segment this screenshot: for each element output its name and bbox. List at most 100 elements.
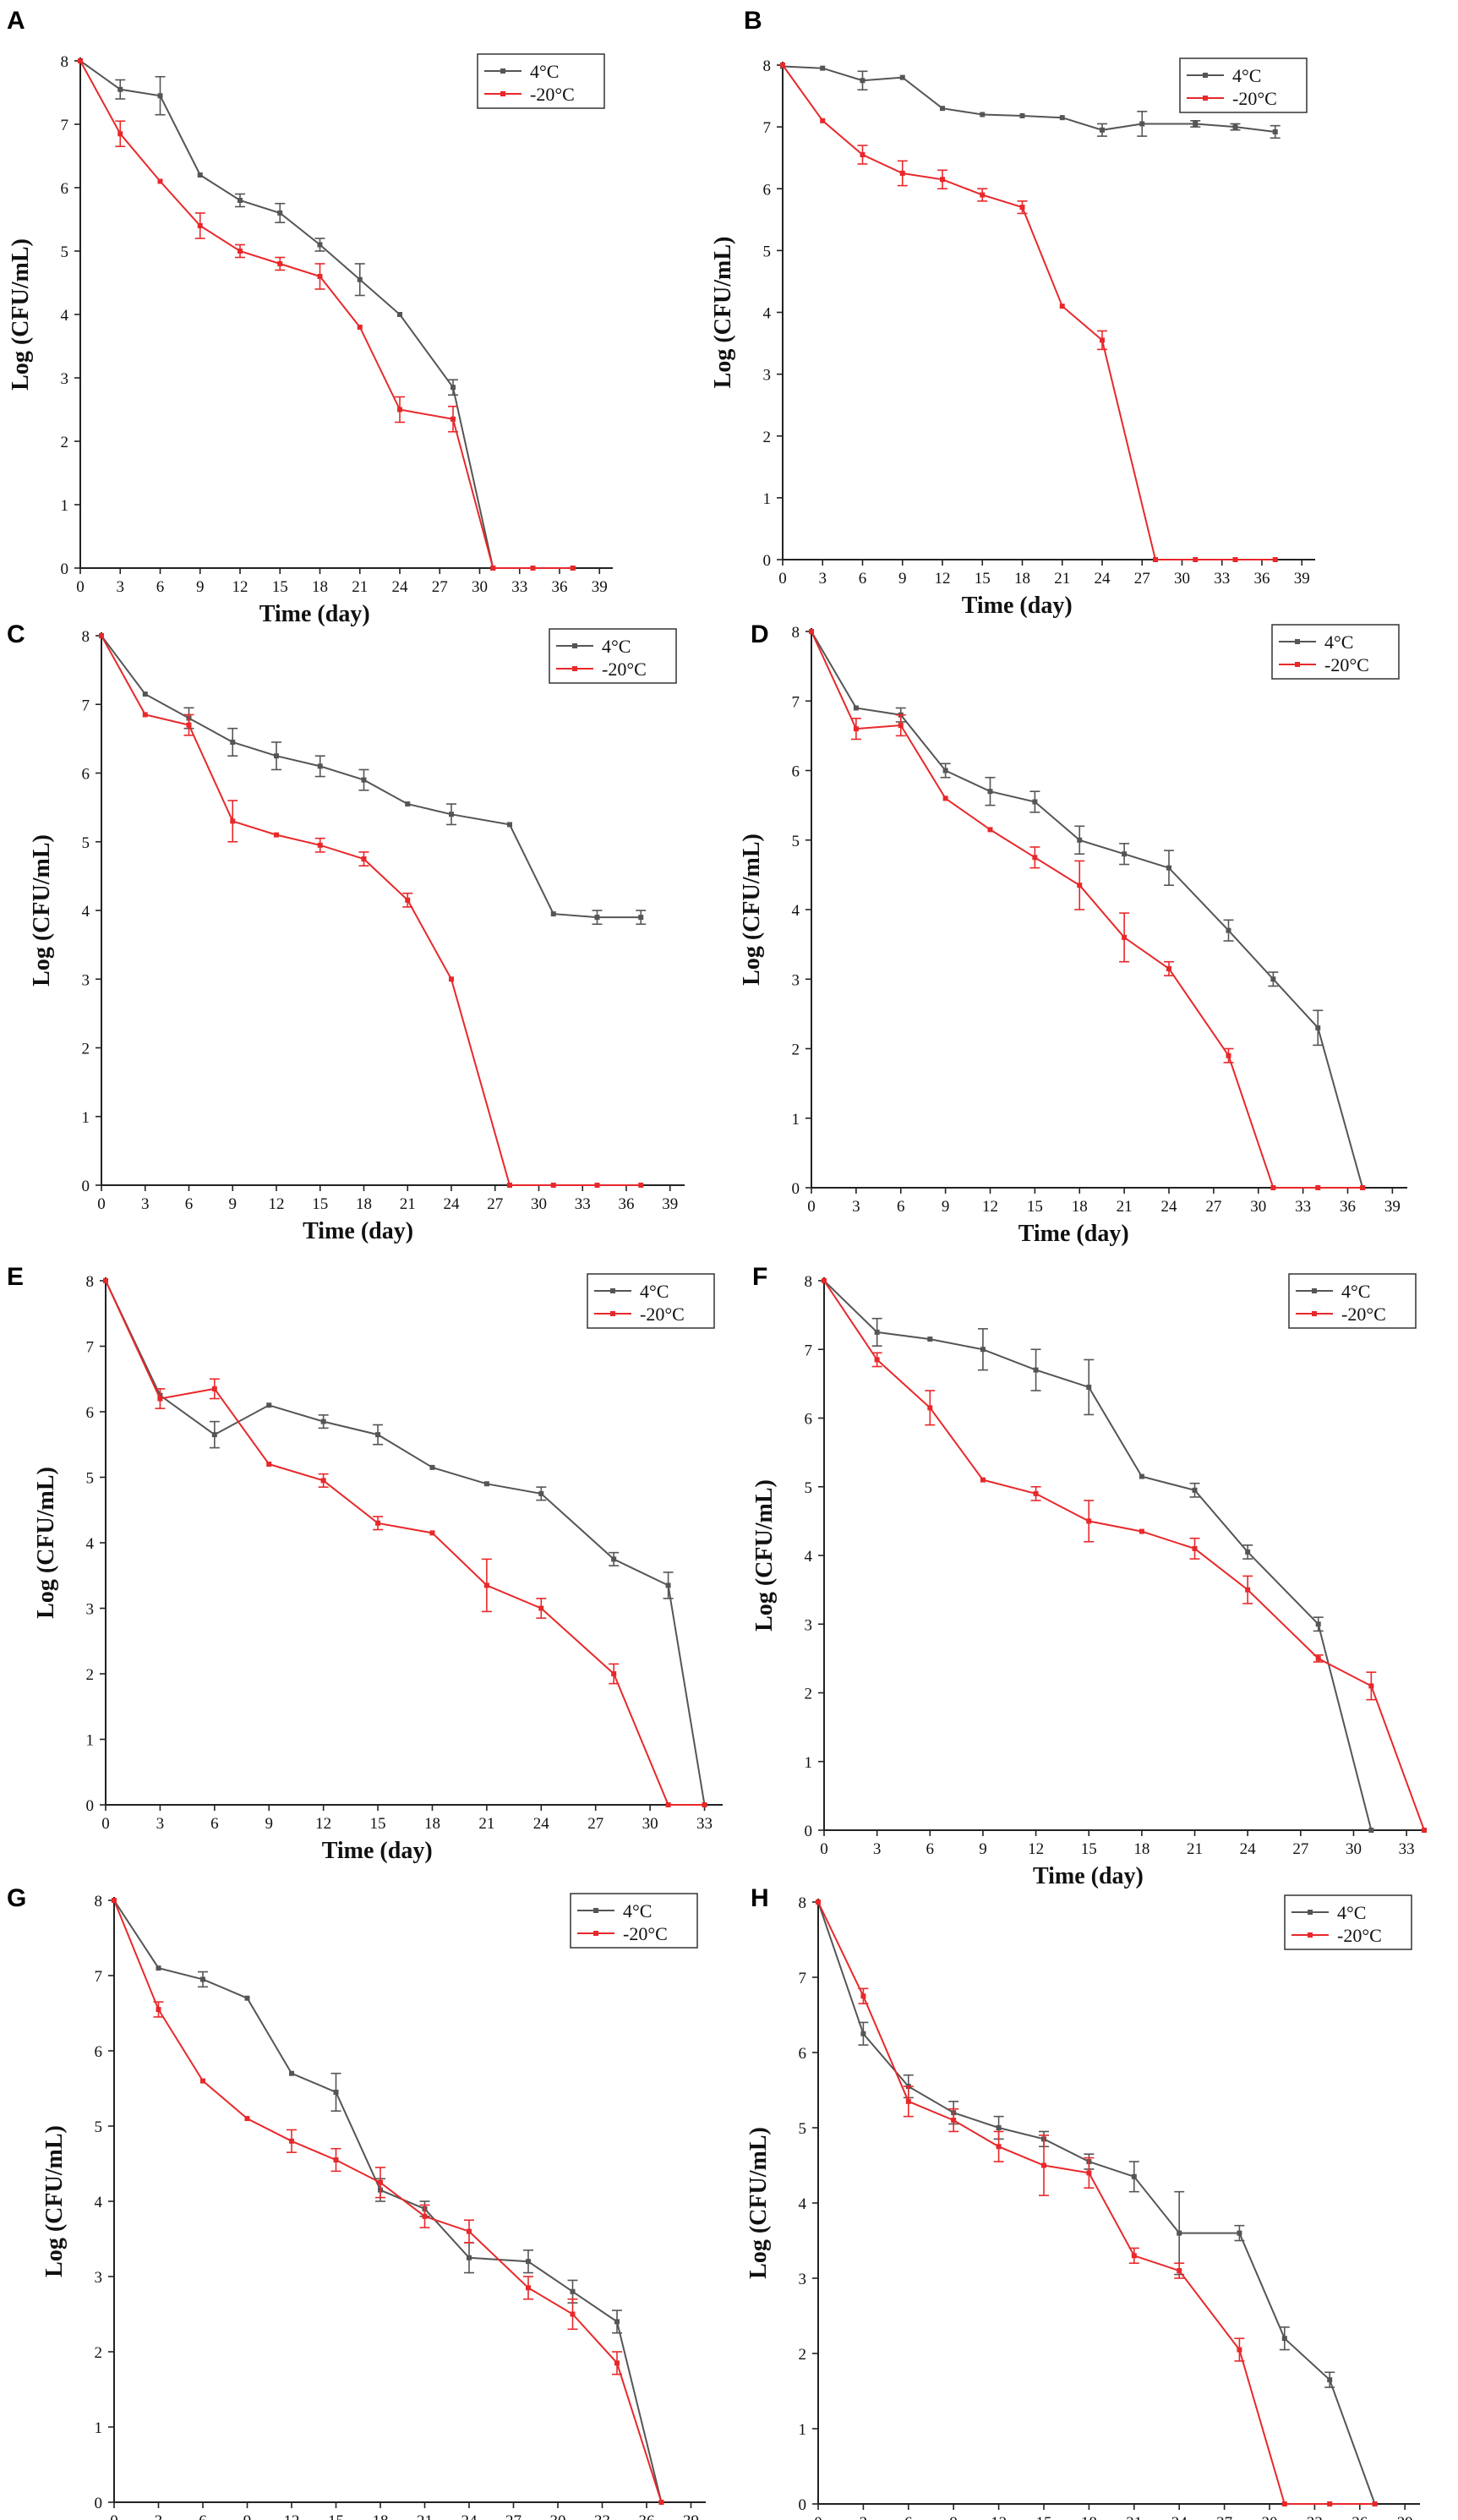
x-tick-label: 15 (1036, 2514, 1052, 2520)
x-tick-label: 3 (156, 1815, 165, 1833)
x-tick-label: 3 (117, 578, 125, 596)
y-tick-label: 1 (805, 1754, 813, 1772)
legend-box (570, 1893, 698, 1949)
x-tick-label: 9 (265, 1815, 273, 1833)
y-tick-label: 7 (805, 1342, 813, 1359)
x-tick-label: 6 (926, 1840, 935, 1858)
y-tick-label: 0 (82, 1178, 90, 1195)
data-point (157, 1396, 163, 1402)
legend-label: -20°C (530, 84, 575, 105)
data-point (987, 789, 993, 795)
data-point (1270, 1185, 1276, 1190)
x-tick-label: 18 (312, 578, 328, 596)
y-tick-label: 0 (792, 1180, 800, 1198)
x-tick-label: 33 (1295, 1198, 1311, 1216)
series-minus20c (99, 633, 644, 1188)
series-line (823, 1280, 1425, 1831)
x-tick-label: 9 (979, 1840, 987, 1858)
x-tick-label: 15 (272, 578, 288, 596)
data-point (1237, 2347, 1242, 2353)
y-tick-label: 8 (61, 53, 69, 71)
data-point (980, 192, 986, 198)
x-axis-title: Time (day) (1018, 1221, 1129, 1247)
data-point (238, 249, 243, 254)
data-point (1177, 2230, 1182, 2236)
y-tick-label: 8 (86, 1273, 95, 1291)
y-tick-label: 6 (763, 181, 772, 199)
legend: 4°C-20°C (1271, 624, 1400, 680)
data-point (702, 1802, 707, 1807)
legend: 4°C-20°C (570, 1893, 698, 1949)
x-tick-label: 0 (778, 570, 787, 588)
data-point (449, 976, 454, 982)
legend-marker (1203, 73, 1208, 78)
x-tick-label: 21 (1126, 2514, 1142, 2520)
data-point (1270, 976, 1276, 982)
x-tick-label: 39 (1294, 570, 1310, 588)
y-tick-label: 0 (86, 1797, 95, 1815)
y-tick-label: 4 (805, 1548, 813, 1566)
data-point (822, 1278, 827, 1283)
data-point (467, 2228, 472, 2234)
y-tick-label: 2 (82, 1041, 90, 1058)
data-point (1139, 1528, 1144, 1534)
x-tick-label: 36 (1352, 2514, 1368, 2520)
data-point (1245, 1587, 1251, 1593)
data-point (157, 178, 163, 184)
data-point (1122, 851, 1128, 857)
x-tick-label: 39 (1397, 2514, 1413, 2520)
y-axis-title: Log (CFU/mL) (739, 834, 765, 986)
data-point (375, 1520, 381, 1526)
x-tick-label: 12 (991, 2514, 1007, 2520)
data-point (274, 753, 279, 759)
y-tick-label: 6 (95, 2043, 103, 2061)
data-point (1100, 127, 1105, 133)
data-point (405, 897, 411, 903)
x-tick-label: 9 (949, 2514, 958, 2520)
y-tick-label: 7 (763, 119, 772, 137)
data-point (853, 705, 859, 711)
data-point (1100, 337, 1105, 343)
series-4c (809, 629, 1366, 1190)
data-point (853, 726, 859, 732)
data-point (1033, 1490, 1039, 1496)
data-point (1019, 205, 1025, 210)
panel-g: G012345678036912151821242730333639Time (… (7, 1884, 706, 2520)
x-axis-title: Time (day) (322, 1838, 433, 1864)
series-minus20c (103, 1278, 707, 1807)
x-tick-label: 15 (1081, 1840, 1097, 1858)
data-point (1272, 557, 1278, 562)
legend-marker (500, 68, 505, 74)
data-point (200, 2078, 205, 2084)
y-tick-label: 3 (799, 2271, 807, 2288)
data-point (1192, 1487, 1198, 1493)
legend-label: -20°C (1337, 1925, 1382, 1946)
series-4c (78, 58, 576, 571)
data-point (665, 1802, 671, 1807)
data-point (1032, 799, 1038, 805)
x-tick-label: 18 (424, 1815, 440, 1833)
x-tick-label: 18 (1081, 2514, 1097, 2520)
data-point (357, 276, 363, 282)
data-point (638, 915, 644, 921)
x-tick-label: 36 (639, 2512, 655, 2520)
series-minus20c (822, 1278, 1427, 1833)
x-tick-label: 39 (662, 1195, 678, 1213)
x-tick-label: 27 (1205, 1198, 1221, 1216)
data-point (397, 312, 402, 317)
x-tick-label: 9 (898, 570, 907, 588)
panel-letter: B (744, 7, 762, 35)
data-point (78, 58, 83, 63)
data-point (1131, 2173, 1137, 2179)
x-tick-label: 27 (432, 578, 448, 596)
legend-marker (610, 1288, 615, 1293)
x-tick-label: 39 (683, 2512, 699, 2520)
data-point (277, 261, 283, 266)
legend-label: 4°C (1341, 1281, 1370, 1302)
x-tick-label: 21 (1187, 1840, 1203, 1858)
x-tick-label: 33 (1307, 2514, 1323, 2520)
x-tick-label: 9 (229, 1195, 238, 1213)
x-tick-label: 27 (487, 1195, 503, 1213)
y-tick-label: 5 (61, 243, 69, 261)
